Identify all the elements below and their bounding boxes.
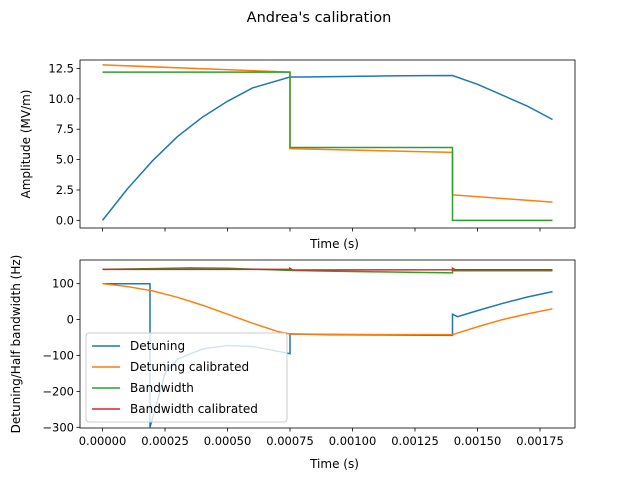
y-tick-label: −100	[42, 348, 74, 362]
x-tick-label: 0.00125	[391, 434, 439, 448]
x-tick-label: 0.00000	[79, 434, 127, 448]
series-line-0-0	[101, 74, 553, 221]
bottom-subplot: −300 −200 −100 0 100 0.00000 0.00025 0.00050 0.0…	[9, 255, 576, 471]
legend-entry: Bandwidth calibrated	[130, 402, 258, 416]
y-tick-label: 7.5	[56, 122, 74, 136]
series-line-bandwidth-calibrated	[102, 266, 553, 271]
series-line-0-1	[102, 64, 553, 203]
x-tick-label: 0.00150	[454, 434, 502, 448]
x-tick-label: 0.00175	[516, 434, 564, 448]
y-tick-label: 5.0	[56, 153, 74, 167]
figure-title: Andrea's calibration	[247, 10, 392, 26]
series-line-bandwidth	[102, 267, 553, 274]
x-tick-label: 0.00025	[141, 434, 189, 448]
x-axis-label: Time (s)	[309, 457, 359, 471]
y-tick-label: 10.0	[48, 92, 74, 106]
legend-entry: Detuning calibrated	[130, 360, 249, 374]
y-tick-label: 12.5	[48, 62, 74, 76]
y-tick-label: 0	[67, 313, 74, 327]
y-tick-label: −300	[42, 420, 74, 434]
series-line-0-2	[102, 71, 553, 222]
y-tick-label: 100	[52, 277, 74, 291]
x-tick-label: 0.00050	[204, 434, 252, 448]
x-tick-label: 0.00100	[329, 434, 377, 448]
legend-box	[85, 332, 288, 423]
axes-frame	[79, 259, 576, 429]
x-axis-label: Time (s)	[309, 237, 359, 251]
legend-entry: Detuning	[130, 339, 185, 353]
y-tick-label: −200	[42, 384, 74, 398]
y-axis-label: Detuning/Half bandwidth (Hz)	[9, 255, 23, 434]
y-tick-label: 0.0	[56, 213, 74, 227]
x-tick-label: 0.00075	[266, 434, 314, 448]
legend-entry: Bandwidth	[130, 381, 194, 395]
axes-frame	[79, 59, 576, 229]
top-subplot: 0.0 2.5 5.0 7.5 10.0 12.5 Time (s) Amplitude (M…	[19, 59, 576, 251]
y-tick-label: 2.5	[56, 183, 74, 197]
y-axis-label: Amplitude (MV/m)	[19, 90, 33, 199]
